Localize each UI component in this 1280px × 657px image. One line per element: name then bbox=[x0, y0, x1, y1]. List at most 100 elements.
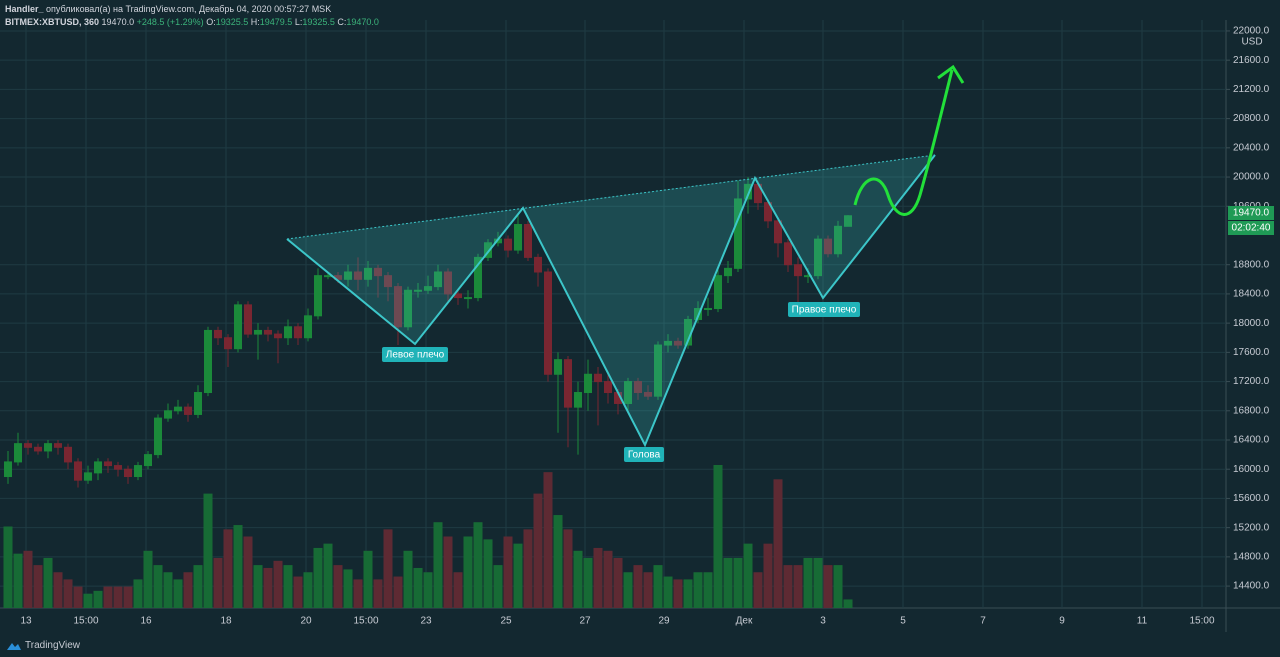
candle-body bbox=[264, 329, 272, 335]
candle-body bbox=[234, 304, 242, 350]
volume-bar bbox=[843, 599, 853, 608]
volume-bar bbox=[553, 515, 563, 608]
candle-body bbox=[174, 406, 182, 412]
volume-bar bbox=[613, 557, 623, 608]
label-box bbox=[788, 302, 860, 317]
volume-bar bbox=[163, 572, 173, 608]
x-tick-label: 23 bbox=[420, 616, 432, 627]
volume-bar bbox=[763, 543, 773, 608]
candle-body bbox=[624, 381, 632, 404]
candle-body bbox=[294, 326, 302, 339]
volume-bar bbox=[293, 576, 303, 608]
volume-bar bbox=[243, 536, 253, 608]
volume-bar bbox=[633, 565, 643, 608]
volume-bar bbox=[723, 557, 733, 608]
volume-bar bbox=[523, 529, 533, 608]
volume-bar bbox=[373, 579, 383, 608]
candle-body bbox=[214, 329, 222, 339]
volume-bar bbox=[153, 565, 163, 608]
y-tick-label: 16400.0 bbox=[1233, 435, 1270, 446]
x-tick-label: 15:00 bbox=[73, 616, 98, 627]
volume-bar bbox=[823, 565, 833, 608]
author[interactable]: Handler_ bbox=[5, 4, 44, 14]
volume-bar bbox=[473, 522, 483, 608]
y-tick-label: 18000.0 bbox=[1233, 318, 1270, 329]
candle-body bbox=[444, 271, 452, 295]
candle-body bbox=[794, 264, 802, 277]
volume-bar bbox=[603, 550, 613, 608]
y-tick-label: 14800.0 bbox=[1233, 552, 1270, 563]
candle-body bbox=[384, 275, 392, 288]
candle-body bbox=[474, 256, 482, 299]
y-tick-label: 16800.0 bbox=[1233, 405, 1270, 416]
candle-body bbox=[164, 410, 172, 419]
candle-body bbox=[84, 472, 92, 481]
x-tick-label: 13 bbox=[20, 616, 32, 627]
candle-body bbox=[344, 271, 352, 280]
price-tag bbox=[1228, 206, 1274, 220]
candle-body bbox=[54, 443, 62, 448]
candle-body bbox=[564, 359, 572, 408]
volume-bar bbox=[143, 550, 153, 608]
y-tick-label: 15200.0 bbox=[1233, 522, 1270, 533]
y-tick-label: 15600.0 bbox=[1233, 493, 1270, 504]
volume-bar bbox=[443, 536, 453, 608]
label-box bbox=[624, 447, 664, 462]
volume-bar bbox=[103, 586, 113, 608]
pattern-fill bbox=[287, 208, 523, 344]
ohlc-value: 19325.5 bbox=[215, 17, 249, 27]
volume-bar bbox=[253, 565, 263, 608]
ohlc-label: C: bbox=[337, 17, 347, 27]
candle-body bbox=[44, 443, 52, 452]
volume-bar bbox=[383, 529, 393, 608]
volume-bar bbox=[183, 572, 193, 608]
volume-bar bbox=[483, 539, 493, 608]
x-tick-label: 18 bbox=[220, 616, 232, 627]
y-tick-label: 21200.0 bbox=[1233, 84, 1270, 95]
volume-bar bbox=[433, 522, 443, 608]
candle-body bbox=[314, 275, 322, 317]
candle-body bbox=[554, 359, 562, 375]
annotation: Голова bbox=[628, 450, 661, 461]
price-tag-text: 19470.0 bbox=[1233, 208, 1270, 219]
candle-body bbox=[364, 267, 372, 280]
footer: TradingView bbox=[6, 640, 80, 651]
x-tick-label: 11 bbox=[1137, 616, 1148, 627]
candle-body bbox=[4, 461, 12, 478]
pattern-fill bbox=[523, 178, 755, 445]
arrow-head bbox=[937, 64, 965, 84]
symbol[interactable]: BITMEX:XBTUSD, 360 bbox=[5, 17, 100, 27]
volume-bar bbox=[543, 472, 553, 608]
volume-bar bbox=[803, 557, 813, 608]
candle-body bbox=[394, 286, 402, 328]
volume-bar bbox=[113, 586, 123, 608]
volume-bar bbox=[793, 565, 803, 608]
candle-body bbox=[664, 340, 672, 346]
volume-bar bbox=[513, 543, 523, 608]
brand[interactable]: TradingView bbox=[25, 640, 81, 651]
candle-body bbox=[744, 183, 752, 200]
candle-body bbox=[94, 461, 102, 474]
x-tick-label: 3 bbox=[820, 616, 826, 627]
x-tick-label: 20 bbox=[300, 616, 312, 627]
candle-body bbox=[34, 446, 42, 452]
volume-bar bbox=[213, 557, 223, 608]
volume-bar bbox=[123, 586, 133, 608]
y-tick-label: 18800.0 bbox=[1233, 259, 1270, 270]
candle-body bbox=[274, 333, 282, 339]
candle-body bbox=[244, 304, 252, 335]
published: опубликовал(а) на TradingView.com, Декаб… bbox=[46, 4, 332, 14]
candle-body bbox=[194, 392, 202, 415]
volume-bar bbox=[693, 572, 703, 608]
volume-bar bbox=[193, 565, 203, 608]
y-tick-label: 16000.0 bbox=[1233, 464, 1270, 475]
y-tick-label: 20400.0 bbox=[1233, 142, 1270, 153]
x-tick-label: 15:00 bbox=[1189, 616, 1214, 627]
ohlc-label: L: bbox=[294, 17, 303, 27]
change: +248.5 (+1.29%) bbox=[136, 17, 204, 27]
countdown-tag bbox=[1228, 221, 1274, 235]
annotation: Левое плечо bbox=[386, 350, 445, 361]
volume-bar bbox=[23, 550, 33, 608]
candle-body bbox=[834, 225, 842, 255]
volume-bar bbox=[73, 586, 83, 608]
